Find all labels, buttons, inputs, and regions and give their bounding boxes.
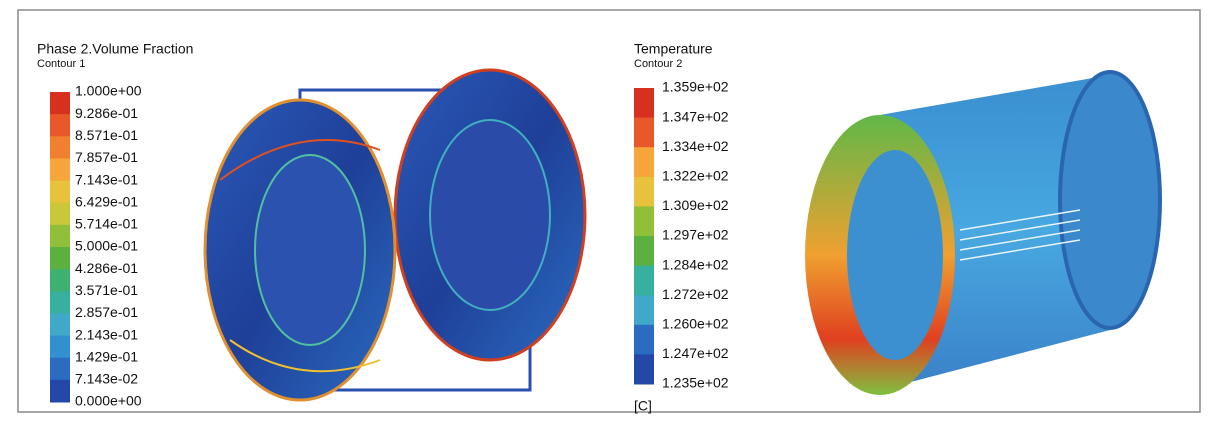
volume-fraction-model [203,68,587,402]
legend-band [634,236,654,267]
legend-level: 4.286e-01 [75,260,138,276]
legend-level: 1.322e+02 [662,168,729,184]
legend-band [634,324,654,355]
legend-band [50,92,70,115]
legend-level: 1.000e+00 [75,83,142,99]
legend-level: 1.260e+02 [662,316,729,332]
legend-level: 2.857e-01 [75,304,138,320]
legend-level: 7.143e-02 [75,371,138,387]
legend-level: 5.714e-01 [75,216,138,232]
legend-level: 5.000e-01 [75,238,138,254]
legend-band [634,147,654,178]
legend-band [50,202,70,226]
legend-band [50,357,70,381]
legend-band [634,176,654,207]
legend-band [50,180,70,204]
legend-band [50,269,70,292]
frame [17,9,1201,413]
legend-level: 1.429e-01 [75,348,138,364]
legend-band [634,117,654,148]
legend-band [50,247,70,270]
legend-level: 8.571e-01 [75,127,138,143]
legend-level: 9.286e-01 [75,105,138,121]
legend-level: 3.571e-01 [75,282,138,298]
legend-level: 0.000e+00 [75,393,142,409]
legend-level: 7.857e-01 [75,149,138,165]
temperature-model [805,70,1162,395]
legend-band [634,88,654,119]
legend-band [634,295,654,326]
legend-unit: [C] [634,398,652,414]
legend-level: 2.143e-01 [75,326,138,342]
legend-band [50,158,70,182]
legend-band [50,335,70,359]
legend-level: 1.284e+02 [662,256,729,272]
legend-subtitle: Contour 1 [37,58,85,70]
legend-band [634,354,654,385]
legend-band [50,291,70,314]
legend-band [50,224,70,248]
legend-level: 1.347e+02 [662,108,729,124]
legend-band [50,114,70,137]
legend-band [50,136,70,159]
legend-level: 1.309e+02 [662,197,729,213]
legend-level: 7.143e-01 [75,171,138,187]
legend-level: 1.247e+02 [662,345,729,361]
legend-level: 1.297e+02 [662,227,729,243]
legend-title: Phase 2.Volume Fraction [37,41,193,57]
legend-level: 1.359e+02 [662,79,729,95]
legend-title: Temperature [634,41,713,57]
legend-subtitle: Contour 2 [634,58,682,70]
legend-band [634,206,654,237]
legend-level: 1.235e+02 [662,375,729,391]
legend-level: 6.429e-01 [75,193,138,209]
legend-band [50,379,70,403]
legend-band [50,313,70,337]
legend-level: 1.334e+02 [662,138,729,154]
legend-level: 1.272e+02 [662,286,729,302]
legend-band [634,265,654,296]
